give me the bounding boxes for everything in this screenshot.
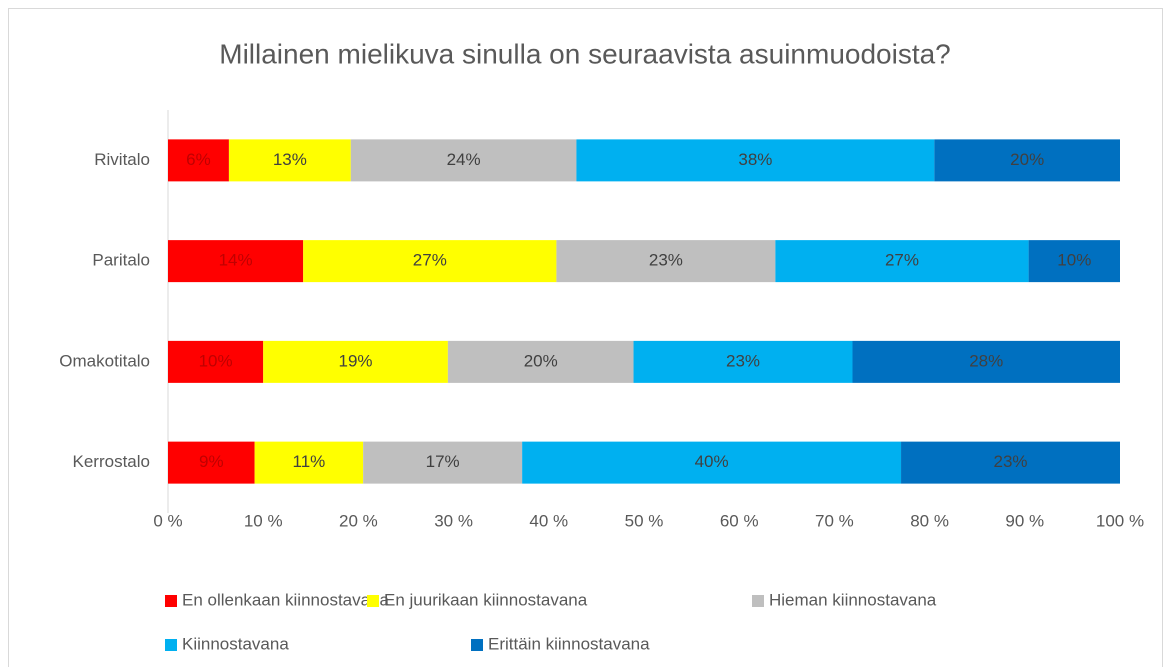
y-tick-label: Rivitalo — [94, 150, 150, 169]
bar-segment — [363, 441, 523, 484]
data-label: 14% — [219, 251, 253, 270]
data-label: 17% — [426, 452, 460, 471]
legend-label: Kiinnostavana — [182, 634, 289, 653]
data-label: 23% — [649, 251, 683, 270]
data-label: 10% — [199, 351, 233, 370]
data-label: 23% — [994, 452, 1028, 471]
legend-swatch — [165, 595, 177, 607]
data-label: 40% — [695, 452, 729, 471]
x-tick-label: 70 % — [815, 511, 854, 530]
bar-segment — [254, 441, 364, 484]
bar-segment — [556, 240, 776, 283]
x-tick-label: 10 % — [244, 511, 283, 530]
bar-segment — [934, 139, 1120, 182]
chart-frame — [8, 8, 1163, 667]
data-label: 11% — [293, 452, 326, 471]
data-label: 19% — [339, 351, 373, 370]
bar-segment — [852, 340, 1120, 383]
bar-segment — [228, 139, 351, 182]
legend-label: En juurikaan kiinnostavana — [384, 590, 588, 609]
legend-label: Hieman kiinnostavana — [769, 590, 937, 609]
bar-segment — [775, 240, 1029, 283]
x-tick-label: 30 % — [434, 511, 473, 530]
data-label: 28% — [969, 351, 1003, 370]
data-label: 27% — [413, 251, 447, 270]
x-tick-label: 40 % — [529, 511, 568, 530]
bar-segment — [303, 240, 557, 283]
y-tick-label: Paritalo — [92, 251, 150, 270]
data-label: 24% — [447, 150, 481, 169]
x-tick-label: 90 % — [1005, 511, 1044, 530]
legend-swatch — [471, 639, 483, 651]
data-label: 20% — [1010, 150, 1044, 169]
bar-segment — [1028, 240, 1120, 283]
bar-segment — [168, 441, 255, 484]
y-tick-label: Omakotitalo — [59, 351, 150, 370]
y-tick-label: Kerrostalo — [73, 452, 150, 471]
bar-segment — [168, 139, 229, 182]
legend-swatch — [165, 639, 177, 651]
bar-segment — [350, 139, 577, 182]
legend-label: Erittäin kiinnostavana — [488, 634, 650, 653]
data-label: 27% — [885, 251, 919, 270]
legend-swatch — [367, 595, 379, 607]
data-label: 6% — [186, 150, 211, 169]
bar-segment — [901, 441, 1120, 484]
bar-segment — [263, 340, 448, 383]
data-label: 13% — [273, 150, 307, 169]
data-label: 20% — [524, 351, 558, 370]
legend-label: En ollenkaan kiinnostavana — [182, 590, 390, 609]
chart-title: Millainen mielikuva sinulla on seuraavis… — [219, 38, 951, 69]
bar-segment — [447, 340, 634, 383]
x-tick-label: 60 % — [720, 511, 759, 530]
bar-segment — [168, 340, 264, 383]
bar-segment — [522, 441, 902, 484]
bar-segment — [633, 340, 853, 383]
x-tick-label: 0 % — [153, 511, 182, 530]
bar-segment — [576, 139, 935, 182]
x-tick-label: 50 % — [625, 511, 664, 530]
x-tick-label: 100 % — [1096, 511, 1144, 530]
legend-swatch — [752, 595, 764, 607]
bar-segment — [168, 240, 304, 283]
x-tick-label: 20 % — [339, 511, 378, 530]
data-label: 38% — [738, 150, 772, 169]
data-label: 23% — [726, 351, 760, 370]
data-label: 9% — [199, 452, 224, 471]
x-tick-label: 80 % — [910, 511, 949, 530]
data-label: 10% — [1057, 251, 1091, 270]
